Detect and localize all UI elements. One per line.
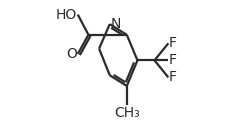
Text: F: F bbox=[169, 53, 177, 67]
Text: O: O bbox=[66, 47, 77, 61]
Text: CH₃: CH₃ bbox=[114, 106, 140, 120]
Text: F: F bbox=[169, 36, 177, 50]
Text: N: N bbox=[111, 17, 121, 31]
Text: HO: HO bbox=[56, 8, 77, 22]
Text: F: F bbox=[169, 70, 177, 84]
